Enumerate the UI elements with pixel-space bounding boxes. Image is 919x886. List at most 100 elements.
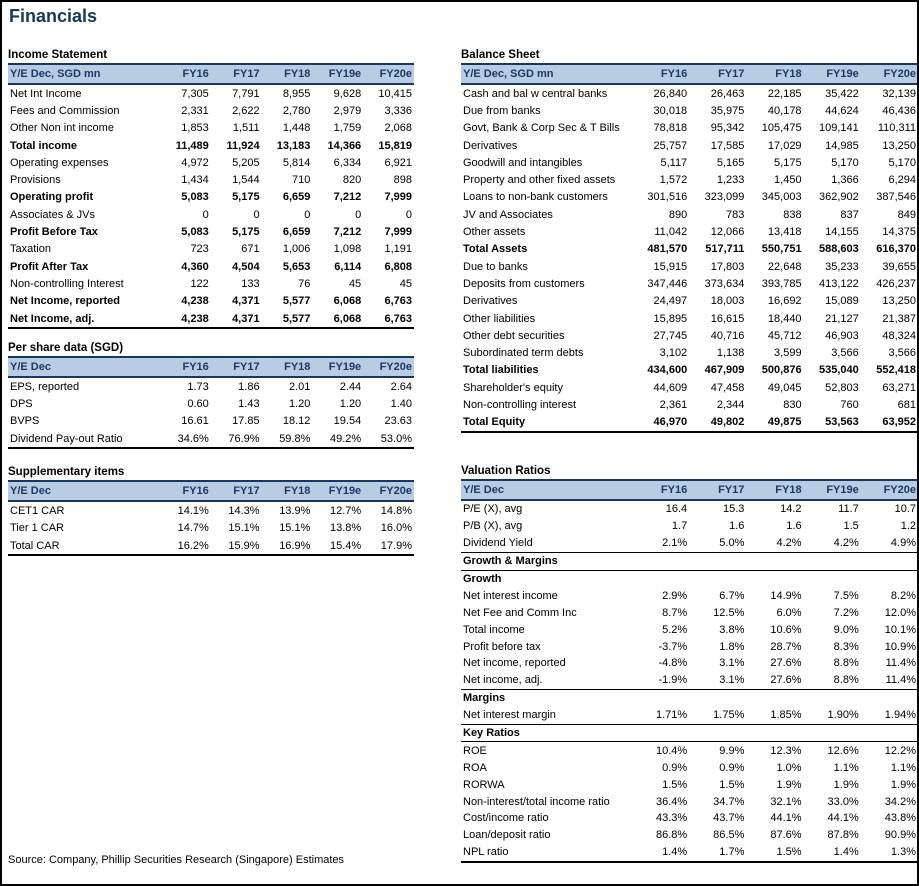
- header-year-cell: FY20e: [363, 356, 414, 379]
- table-row: Property and other fixed assets 1,572 1,23…: [461, 171, 917, 188]
- value-cell: 1.20: [288, 398, 311, 411]
- row-label: Profit before tax: [463, 640, 541, 653]
- value-cell: 1.1%: [833, 761, 859, 774]
- table-row: Due to banks 15,915 17,803 22,648 35,233 39,6…: [461, 258, 917, 275]
- table-row: Cash and bal w central banks 26,840 26,463…: [461, 84, 917, 102]
- table-header-row: Y/E Dec FY16 FY17 FY18 FY19e FY20e: [461, 478, 917, 501]
- value-cell: 0: [355, 208, 362, 221]
- value-cell: 4,360: [181, 260, 209, 273]
- row-label: Dividend Yield: [463, 537, 533, 550]
- row-label: Growth: [463, 572, 502, 585]
- value-cell: 550,751: [761, 243, 802, 256]
- table-row: JV and Associates 890 783 838 837 849: [461, 206, 917, 223]
- value-cell: 26,840: [653, 87, 688, 100]
- value-cell: 17,803: [710, 260, 745, 273]
- row-label: Margins: [461, 688, 917, 707]
- table-row: Derivatives 24,497 18,003 16,692 15,089 13,25…: [461, 293, 917, 310]
- value-cell: 1.75%: [713, 709, 745, 722]
- row-label: DPS: [10, 398, 33, 411]
- value-cell: 6,068: [333, 312, 362, 325]
- value-cell: 1.3%: [890, 846, 916, 859]
- value-cell: 5.2%: [662, 623, 688, 636]
- value-cell: 45: [348, 277, 362, 290]
- value-cell: 17,585: [710, 139, 745, 152]
- row-label: Loans to non-bank customers: [463, 191, 608, 204]
- value-cell: 95,342: [710, 122, 745, 135]
- header-year-cell: FY18: [746, 63, 804, 85]
- row-label: Cash and bal w central banks: [463, 87, 608, 100]
- value-cell: 34.2%: [884, 795, 916, 808]
- value-cell: 33.0%: [827, 795, 859, 808]
- value-cell: 14.1%: [177, 504, 209, 517]
- table-row: Profit After Tax 4,360 4,504 5,653 6,114 6,80…: [8, 258, 414, 275]
- table-row: P/E (X), avg 16.4 15.3 14.2 11.7 10.7: [461, 500, 917, 518]
- income-statement-title: Income Statement: [8, 49, 108, 61]
- value-cell: 1.73: [187, 380, 209, 393]
- table-row: Net Income, reported 4,238 4,371 5,577 6,068…: [8, 293, 414, 310]
- value-cell: 5,577: [282, 295, 311, 308]
- row-label: Cost/income ratio: [463, 812, 549, 825]
- value-cell: 15,819: [378, 139, 412, 152]
- value-cell: 1.94%: [884, 709, 916, 722]
- header-year-cell: FY19e: [312, 63, 364, 85]
- value-cell: 45: [399, 277, 412, 290]
- row-label: NPL ratio: [463, 846, 509, 859]
- value-cell: 15.9%: [228, 539, 260, 552]
- value-cell: 1.6: [729, 520, 745, 533]
- value-cell: 34.6%: [177, 432, 209, 445]
- value-cell: 323,099: [704, 191, 745, 204]
- value-cell: 52,803: [825, 381, 859, 394]
- table-row: Net Income, adj. 4,238 4,371 5,577 6,068 6,76…: [8, 310, 414, 328]
- row-label: Due to banks: [463, 260, 528, 273]
- value-cell: 11.7: [838, 503, 859, 516]
- table-row: ROA 0.9% 0.9% 1.0% 1.1% 1.1%: [461, 759, 917, 776]
- value-cell: 4,972: [181, 156, 209, 169]
- value-cell: 10.1%: [884, 623, 916, 636]
- value-cell: 5,083: [181, 191, 209, 204]
- row-label: Net income, reported: [463, 657, 566, 670]
- header-year-cell: FY19e: [803, 63, 861, 85]
- per-share-table: Y/E Dec FY16 FY17 FY18 FY19e FY20e EPS, report…: [8, 356, 414, 450]
- value-cell: 5,175: [774, 156, 802, 169]
- value-cell: 7,999: [384, 191, 412, 204]
- value-cell: 13,183: [276, 139, 311, 152]
- value-cell: 1.1%: [890, 761, 916, 774]
- value-cell: 21,127: [825, 312, 859, 325]
- table-row: P/B (X), avg 1.7 1.6 1.6 1.5 1.2: [461, 518, 917, 535]
- value-cell: 10.6%: [770, 623, 802, 636]
- value-cell: 17.9%: [380, 539, 412, 552]
- table-row: Tier 1 CAR 14.7% 15.1% 15.1% 13.8% 16.0%: [8, 520, 414, 537]
- value-cell: 9,628: [333, 87, 362, 100]
- value-cell: 27.6%: [770, 657, 802, 670]
- value-cell: 681: [897, 398, 916, 411]
- value-cell: 517,711: [705, 243, 745, 256]
- value-cell: 2,331: [181, 104, 209, 117]
- value-cell: 6.7%: [719, 589, 745, 602]
- header-year-cell: FY18: [261, 480, 313, 503]
- table-row: CET1 CAR 14.1% 14.3% 13.9% 12.7% 14.8%: [8, 501, 414, 519]
- value-cell: 6,763: [384, 312, 412, 325]
- value-cell: 387,546: [876, 191, 916, 204]
- row-label: Net Fee and Comm Inc: [463, 606, 577, 619]
- value-cell: 898: [393, 174, 412, 187]
- value-cell: 14.7%: [177, 522, 209, 535]
- table-row: Non-controlling interest 2,361 2,344 830 760…: [461, 396, 917, 413]
- value-cell: 6,921: [384, 156, 412, 169]
- table-row: Other liabilities 15,895 16,615 18,440 21,12…: [461, 310, 917, 327]
- value-cell: 4,504: [232, 260, 260, 273]
- value-cell: 44,624: [825, 104, 859, 117]
- table-row: Fees and Commission 2,331 2,622 2,780 2,979 3…: [8, 102, 414, 119]
- value-cell: 301,516: [647, 191, 688, 204]
- value-cell: 6,659: [282, 226, 311, 239]
- row-label: Dividend Pay-out Ratio: [10, 432, 123, 445]
- value-cell: 1,572: [659, 174, 688, 187]
- value-cell: 426,237: [876, 277, 916, 290]
- value-cell: 7,212: [333, 226, 362, 239]
- value-cell: 1.4%: [833, 846, 859, 859]
- table-row: NPL ratio 1.4% 1.7% 1.5% 1.4% 1.3%: [461, 844, 917, 862]
- value-cell: 7.5%: [833, 589, 859, 602]
- value-cell: 11.4%: [885, 674, 916, 687]
- table-row: Profit before tax -3.7% 1.8% 28.7% 8.3% 10.9%: [461, 638, 917, 655]
- value-cell: 2,780: [282, 104, 311, 117]
- value-cell: 5,205: [232, 156, 260, 169]
